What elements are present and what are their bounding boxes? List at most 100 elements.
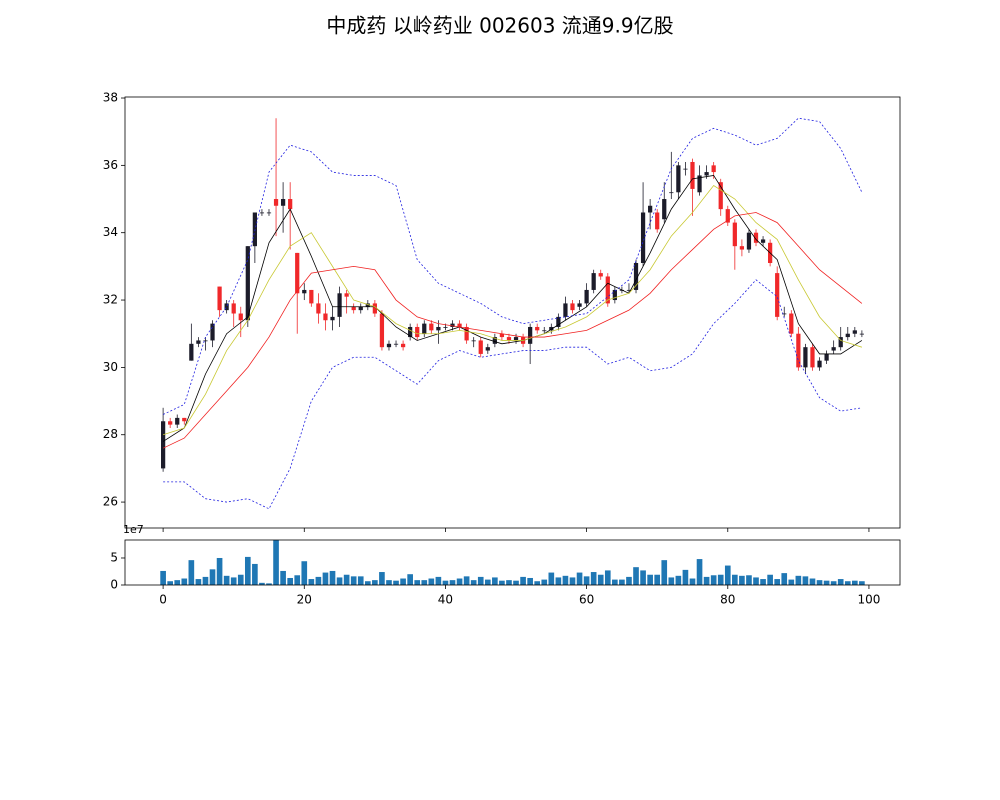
volume-bar [421,580,428,585]
volume-bar [520,576,526,585]
axes-frame [124,539,901,586]
candle-body [817,360,822,368]
volume-bar [329,570,336,585]
candle-body [838,337,843,348]
volume-bar [661,560,668,585]
candle-body [280,199,286,206]
x-tick-label: 40 [438,593,453,607]
candle-body [330,316,335,321]
volume-bar [682,569,689,585]
volume-bar [830,581,837,585]
candle-body [549,326,554,331]
candle-body [471,340,476,342]
candle-body [316,303,321,314]
volume-bar [301,561,308,585]
candle-body [753,232,759,243]
candle-body [415,326,420,338]
volume-bar [400,578,406,585]
volume-bar [350,576,357,585]
candle-body [859,333,865,335]
volume-bar [343,574,350,585]
candle-body [196,340,201,344]
volume-bar [774,579,781,585]
candle-body [168,421,173,425]
candle-body [824,353,829,361]
volume-bar [619,579,625,585]
volume-bar [386,580,392,585]
candle-body [506,337,512,341]
volume-bar [470,580,477,585]
candle-body [429,323,434,331]
volume-bar [562,575,569,585]
candle-body [302,289,307,294]
volume-bar [379,572,385,585]
candle-body [295,252,300,294]
candle-body [217,286,222,311]
volume-bar [795,575,802,585]
candle-body [633,263,639,290]
candle-body [810,347,815,368]
x-tick-label: 0 [159,593,167,607]
candle-body [344,293,349,297]
volume-bar [654,574,661,585]
candle-body [372,303,377,314]
y-tick-label: 32 [103,293,118,307]
candle-body [422,323,427,334]
candle-body [478,340,483,354]
candle-body [400,343,406,348]
x-tick-label: 80 [720,593,735,607]
volume-bar [548,572,555,585]
candle-body [626,289,632,291]
candle-body [464,326,469,341]
volume-bar [273,540,279,585]
indicator-line [163,279,862,510]
candle-body [542,330,547,332]
candle-body [238,313,243,321]
volume-bar [612,579,618,585]
volume-bar [703,576,710,585]
volume-bar [710,575,717,585]
candle-body [746,232,752,250]
volume-bar [717,574,724,585]
axes-frame [124,96,901,529]
candle-body [732,222,737,247]
candle-body [513,337,519,341]
offset-label: 1e7 [123,523,144,536]
candle-body [690,161,695,189]
indicator-line [162,185,863,436]
volume-bar [513,580,519,585]
candle-body [676,165,681,193]
x-tick-label: 60 [579,593,594,607]
volume-bar [336,577,343,585]
candle-body [782,313,787,315]
volume-bar [449,580,456,585]
volume-bar [223,575,230,585]
volume-bar [837,579,844,585]
candle-body [259,212,265,214]
volume-bar [597,574,604,585]
volume-bar [435,576,442,585]
volume-bar [576,572,583,585]
candle-body [224,303,229,311]
candle-body [528,326,533,344]
volume-bar [753,577,759,585]
volume-bar [181,578,188,585]
volume-bar [160,570,166,585]
volume-bar [844,581,851,585]
volume-bar [569,577,576,585]
volume-bar [266,583,272,585]
volume-bar [357,576,364,585]
volume-bar [456,578,463,585]
volume-bar [414,580,421,585]
volume-bar [209,569,216,585]
volume-bar [732,574,738,585]
candle-body [655,212,660,230]
y-tick-label: 26 [103,495,118,509]
y-tick-label: 28 [103,427,118,441]
volume-bar [372,580,378,585]
x-tick-label: 20 [297,593,312,607]
volume-bar [407,574,413,585]
candle-body [210,323,215,341]
candle-body [365,303,370,307]
